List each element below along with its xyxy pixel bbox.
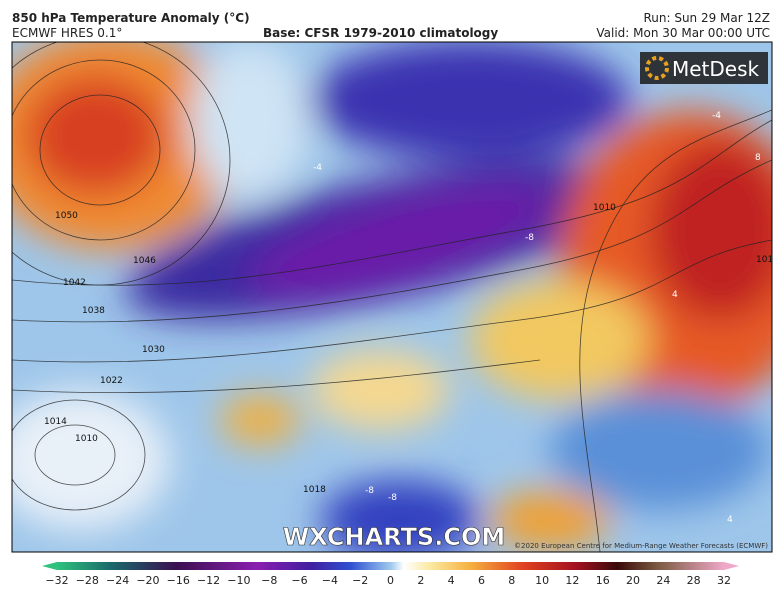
isobar-label: 1010 — [75, 434, 98, 444]
colorbar-label: 20 — [626, 574, 640, 587]
anomaly-label: -8 — [388, 493, 397, 503]
colorbar-label: 8 — [508, 574, 515, 587]
isobar-label: 1010 — [593, 203, 616, 213]
colorbar-label: 28 — [687, 574, 701, 587]
anomaly-label: 4 — [672, 290, 678, 300]
logo: MetDesk — [672, 57, 760, 81]
isobar-label: 1014 — [44, 417, 67, 427]
colorbar-label: −28 — [76, 574, 99, 587]
colorbar-label: −32 — [45, 574, 68, 587]
map-border — [11, 41, 773, 553]
isobar-label: 1050 — [55, 211, 78, 221]
colorbar-label: −24 — [106, 574, 129, 587]
colorbar-ticks: −32 −28 −24 −20 −16 −12 −10 −8 −6 −4 −2 0 2 4 6 8 10 12 16… — [45, 574, 731, 587]
anomaly-label: 4 — [727, 515, 733, 525]
valid: Valid: Mon 30 Mar 00:00 UTC — [596, 26, 770, 40]
colorbar-label: 10 — [535, 574, 549, 587]
isobar-label: 1046 — [133, 256, 156, 266]
title: 850 hPa Temperature Anomaly (°C) — [12, 11, 250, 25]
colorbar-label: 16 — [596, 574, 610, 587]
anomaly-label: -4 — [313, 163, 322, 173]
map: 1050 1046 1042 1038 1030 1022 1014 1010 … — [12, 42, 779, 552]
isobar-label: 1038 — [82, 306, 105, 316]
copyright: ©2020 European Centre for Medium-Range W… — [514, 542, 768, 550]
colorbar-arrow — [724, 562, 739, 570]
colorbar-label: 32 — [717, 574, 731, 587]
colorbar-label: −8 — [261, 574, 277, 587]
colorbar-label: 0 — [387, 574, 394, 587]
colorbar-label: −6 — [291, 574, 307, 587]
watermark: WXCHARTS.COM — [283, 523, 505, 551]
colorbar-label: 6 — [478, 574, 485, 587]
isobar-label: 1030 — [142, 345, 165, 355]
anomaly-label: -8 — [365, 486, 374, 496]
colorbar — [57, 562, 724, 570]
colorbar-label: −10 — [227, 574, 250, 587]
colorbar-label: −4 — [322, 574, 338, 587]
isobar-label: 1042 — [63, 278, 86, 288]
colorbar-label: 24 — [656, 574, 670, 587]
colorbar-arrow — [42, 562, 57, 570]
isobar-label: 1018 — [303, 485, 326, 495]
anomaly-label: -8 — [525, 233, 534, 243]
model: ECMWF HRES 0.1° — [12, 26, 122, 40]
anomaly-label: -4 — [712, 111, 721, 121]
isobar-label: 1010 — [756, 255, 779, 265]
isobar-label: 1022 — [100, 376, 123, 386]
anomaly-label: 8 — [755, 153, 761, 163]
colorbar-label: 4 — [448, 574, 455, 587]
colorbar-label: −2 — [352, 574, 368, 587]
colorbar-label: 12 — [565, 574, 579, 587]
base: Base: CFSR 1979-2010 climatology — [263, 26, 498, 40]
colorbar-label: −16 — [167, 574, 190, 587]
run: Run: Sun 29 Mar 12Z — [643, 11, 770, 25]
logo-icon — [645, 56, 669, 80]
colorbar-label: −20 — [136, 574, 159, 587]
colorbar-label: 2 — [417, 574, 424, 587]
colorbar-label: −12 — [197, 574, 220, 587]
